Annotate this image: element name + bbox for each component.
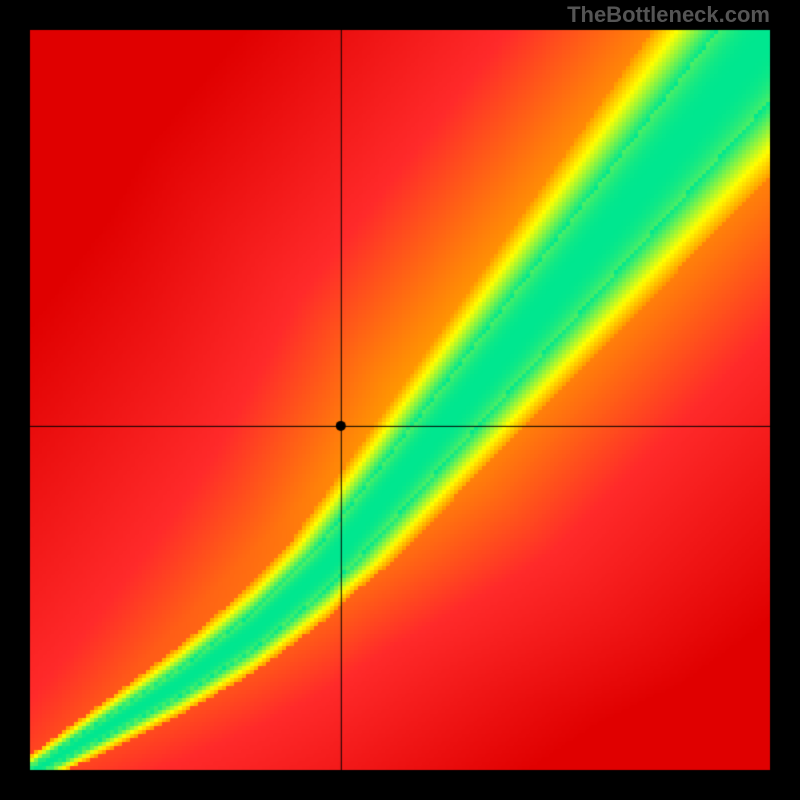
- chart-container: TheBottleneck.com: [0, 0, 800, 800]
- heatmap-canvas: [0, 0, 800, 800]
- watermark-text: TheBottleneck.com: [567, 2, 770, 28]
